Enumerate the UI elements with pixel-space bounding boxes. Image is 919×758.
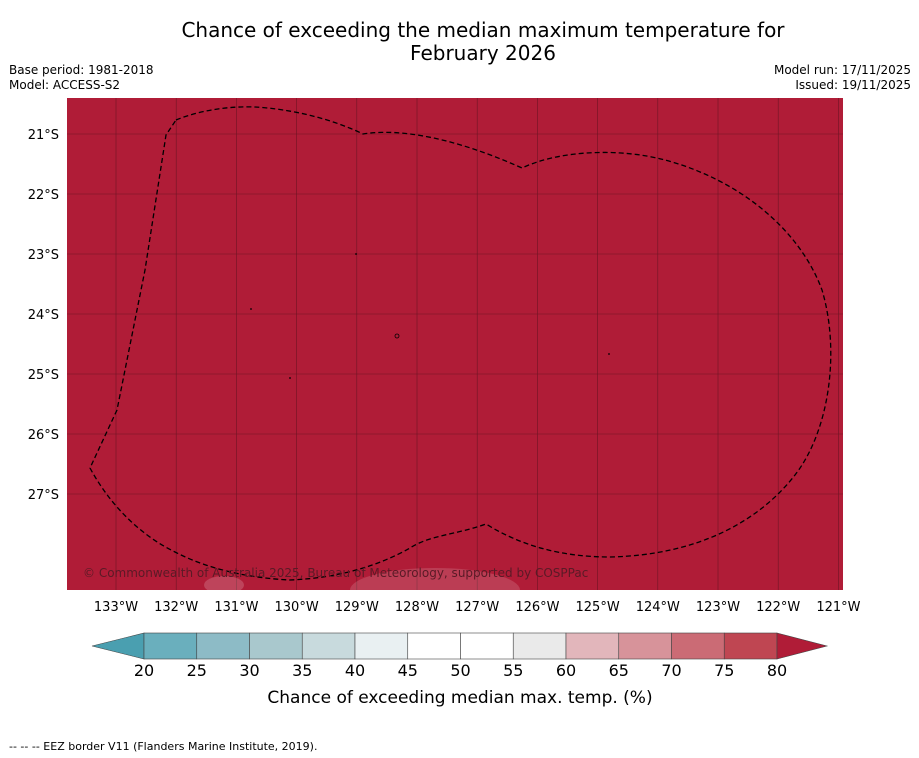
lat-tick-label: 21°S [28,128,59,143]
gridlines [67,98,843,590]
lon-tick-label: 121°W [816,600,860,615]
faint-shape [350,568,520,612]
issued-date: Issued: 19/11/2025 [795,78,911,92]
latitude-labels: 21°S 22°S 23°S 24°S 25°S 26°S 27°S [28,128,59,503]
colorbar-segment [460,632,514,660]
colorbar-segment [512,632,567,660]
colorbar-segment [301,632,356,660]
colorbar-tick-label: 30 [239,661,259,680]
colorbar-segment [249,632,303,660]
meta-left: Base period: 1981-2018 Model: ACCESS-S2 [9,63,154,93]
lon-tick-label: 130°W [275,600,319,615]
island-marker [355,253,357,255]
colorbar-tick-label: 65 [609,661,629,680]
colorbar-segment [565,632,620,660]
colorbar-tick-label: 55 [503,661,523,680]
map-area [67,98,843,590]
colorbar-segment [407,632,461,660]
lon-tick-label: 126°W [515,600,559,615]
eez-legend-note: -- -- -- EEZ border V11 (Flanders Marine… [9,740,318,753]
colorbar-tick-label: 25 [187,661,207,680]
colorbar: 20 25 30 35 40 45 50 55 60 65 70 75 80 [91,632,829,680]
colorbar-tick-label: 80 [767,661,787,680]
lat-tick-label: 24°S [28,308,59,323]
colorbar-low-extension [91,632,145,660]
lon-tick-label: 131°W [214,600,258,615]
lon-tick-label: 122°W [756,600,800,615]
eez-border [89,106,832,581]
colorbar-segments [143,632,778,660]
colorbar-segment [671,632,725,660]
colorbar-segment [143,632,198,660]
colorbar-tick-label: 70 [661,661,681,680]
lat-tick-label: 23°S [28,248,59,263]
lon-tick-label: 125°W [576,600,620,615]
colorbar-tick-label: 75 [714,661,734,680]
colorbar-tick-label: 45 [398,661,418,680]
island-marker [608,353,610,355]
chart-title: Chance of exceeding the median maximum t… [0,19,919,65]
lon-tick-label: 128°W [395,600,439,615]
island-marker [250,308,252,310]
lat-tick-label: 26°S [28,428,59,443]
colorbar-segment [354,632,409,660]
lon-tick-label: 129°W [335,600,379,615]
lat-tick-label: 22°S [28,188,59,203]
title-line-2: February 2026 [410,41,556,65]
base-period: Base period: 1981-2018 [9,63,154,77]
lat-tick-label: 27°S [28,488,59,503]
longitude-labels: 133°W 132°W 131°W 130°W 129°W 128°W 127°W 126°W… [94,600,861,615]
model-name: Model: ACCESS-S2 [9,78,121,92]
colorbar-tick-label: 20 [134,661,154,680]
lon-tick-label: 124°W [636,600,680,615]
colorbar-high-extension [776,632,829,660]
lon-tick-label: 132°W [154,600,198,615]
lon-tick-label: 123°W [696,600,740,615]
island-marker [289,377,291,379]
colorbar-segment [196,632,250,660]
meta-right: Model run: 17/11/2025 Issued: 19/11/2025 [774,63,911,93]
lon-tick-label: 133°W [94,600,138,615]
lon-tick-label: 127°W [455,600,499,615]
island-marker [394,333,400,339]
colorbar-ticks: 20 25 30 35 40 45 50 55 60 65 70 75 80 [134,661,787,680]
model-run: Model run: 17/11/2025 [773,63,911,77]
faint-shape [204,576,244,594]
title-line-1: Chance of exceeding the median maximum t… [181,18,785,42]
colorbar-tick-label: 50 [450,661,470,680]
colorbar-label: Chance of exceeding median max. temp. (%… [267,688,652,708]
colorbar-tick-label: 60 [556,661,576,680]
colorbar-tick-label: 35 [292,661,312,680]
colorbar-segment [618,632,672,660]
colorbar-tick-label: 40 [345,661,365,680]
copyright-text: © Commonwealth of Australia 2025, Bureau… [83,566,588,580]
colorbar-segment [723,632,778,660]
lat-tick-label: 25°S [28,368,59,383]
